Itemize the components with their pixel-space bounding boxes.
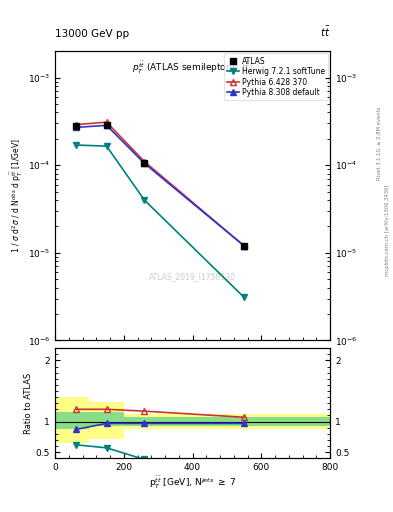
- Line: Pythia 8.308 default: Pythia 8.308 default: [73, 122, 247, 249]
- Herwig 7.2.1 softTune: [73, 142, 78, 148]
- Line: Herwig 7.2.1 softTune: Herwig 7.2.1 softTune: [73, 142, 247, 301]
- ATLAS: [142, 160, 147, 166]
- ATLAS: [73, 123, 78, 129]
- Text: ATLAS_2019_I1750330: ATLAS_2019_I1750330: [149, 272, 236, 281]
- Y-axis label: Ratio to ATLAS: Ratio to ATLAS: [24, 373, 33, 434]
- Pythia 8.308 default: [73, 124, 78, 131]
- Text: $p_T^{t\bar{t}}$ (ATLAS semileptonic $t\bar{t}$): $p_T^{t\bar{t}}$ (ATLAS semileptonic $t\…: [132, 60, 253, 76]
- Pythia 6.428 370: [73, 122, 78, 128]
- Pythia 6.428 370: [104, 119, 109, 125]
- Legend: ATLAS, Herwig 7.2.1 softTune, Pythia 6.428 370, Pythia 8.308 default: ATLAS, Herwig 7.2.1 softTune, Pythia 6.4…: [224, 53, 328, 100]
- Herwig 7.2.1 softTune: [142, 197, 147, 203]
- Text: mcplots.cern.ch [arXiv:1306.3436]: mcplots.cern.ch [arXiv:1306.3436]: [385, 185, 389, 276]
- Herwig 7.2.1 softTune: [104, 143, 109, 149]
- Pythia 6.428 370: [142, 159, 147, 165]
- Y-axis label: 1 / $\sigma$ d$^{2}\sigma$ / d N$^{obs}$ d p$^{\bar{t}\bar{t}}_{T}$ [1/GeV]: 1 / $\sigma$ d$^{2}\sigma$ / d N$^{obs}$…: [9, 138, 25, 253]
- X-axis label: p$^{\bar{t}\bar{t}}_{T}$ [GeV], N$^{jets}$ $\geq$ 7: p$^{\bar{t}\bar{t}}_{T}$ [GeV], N$^{jets…: [149, 475, 236, 491]
- Pythia 8.308 default: [104, 122, 109, 129]
- Text: $t\bar{t}$: $t\bar{t}$: [320, 25, 330, 39]
- Herwig 7.2.1 softTune: [242, 294, 246, 301]
- ATLAS: [104, 122, 109, 128]
- Text: Rivet 3.1.10, ≥ 2.8M events: Rivet 3.1.10, ≥ 2.8M events: [377, 106, 382, 180]
- ATLAS: [242, 243, 246, 249]
- Line: ATLAS: ATLAS: [73, 121, 247, 249]
- Line: Pythia 6.428 370: Pythia 6.428 370: [73, 119, 247, 249]
- Text: 13000 GeV pp: 13000 GeV pp: [55, 29, 129, 39]
- Pythia 8.308 default: [142, 160, 147, 166]
- Pythia 6.428 370: [242, 243, 246, 249]
- Pythia 8.308 default: [242, 243, 246, 249]
